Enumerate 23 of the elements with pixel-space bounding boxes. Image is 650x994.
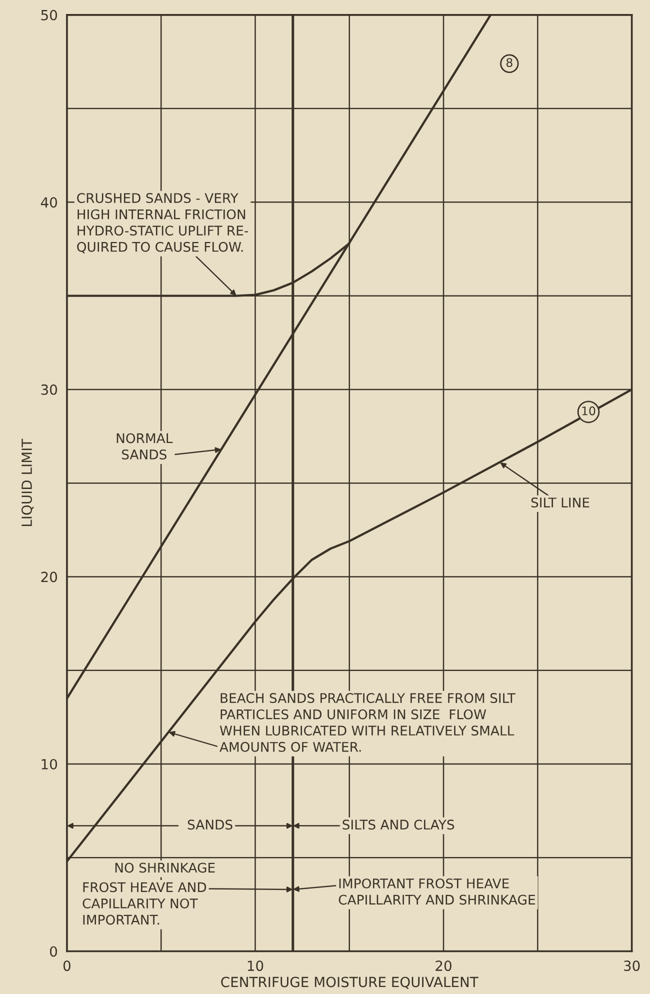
y-axis-title: LIQUID LIMIT xyxy=(21,438,34,526)
annotation: SILTS AND CLAYS xyxy=(342,820,454,830)
x-tick-label: 0 xyxy=(63,960,70,972)
x-axis-title: CENTRIFUGE MOISTURE EQUIVALENT xyxy=(221,976,478,989)
annotation: FROST HEAVE AND CAPILLARITY NOT IMPORTANT. xyxy=(82,882,206,925)
annotation: 10 xyxy=(582,406,596,416)
y-tick-label: 40 xyxy=(40,197,57,208)
y-tick-label: 50 xyxy=(41,10,57,20)
annotation: SANDS xyxy=(188,820,232,830)
y-tick-label: 0 xyxy=(50,946,57,957)
annotation: IMPORTANT FROST HEAVE CAPILLARITY AND SHRINKAGE xyxy=(338,878,535,905)
annotation: SILT LINE xyxy=(531,498,590,508)
annotation: 8 xyxy=(506,58,512,68)
y-tick-label: 20 xyxy=(41,572,57,582)
y-tick-label: 10 xyxy=(42,758,57,770)
x-tick-label: 30 xyxy=(624,960,640,972)
y-tick-label: 30 xyxy=(41,384,57,395)
x-tick-label: 20 xyxy=(436,960,452,972)
annotation: BEACH SANDS PRACTICALLY FREE FROM SILT PARTICLES AND UNIFORM IN SIZE FLOW WHEN LUBRICATED WITH RELATIVELY SMALL AMOUNTS OF WATER. xyxy=(220,693,516,752)
annotation: NO SHRINKAGE xyxy=(115,862,215,873)
annotation: NORMAL SANDS xyxy=(116,433,173,460)
x-tick-label: 10 xyxy=(248,960,264,972)
annotation: CRUSHED SANDS - VERY HIGH INTERNAL FRICTION HYDRO-STATIC UPLIFT RE- QUIRED TO CAUSE FLOW. xyxy=(77,193,248,254)
